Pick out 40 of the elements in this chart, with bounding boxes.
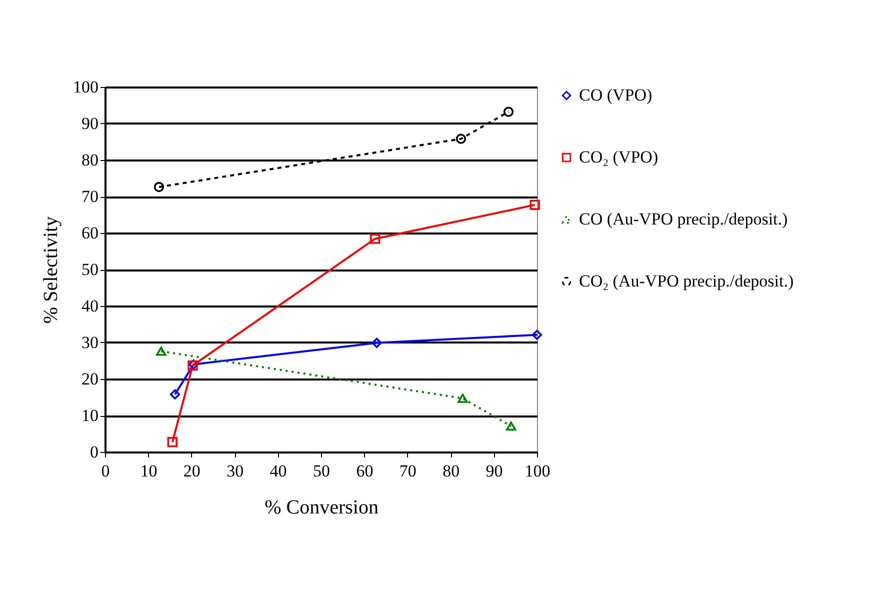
point: [372, 338, 382, 348]
point: [167, 437, 178, 448]
x-axis-title: % Conversion: [264, 496, 378, 518]
y-tick-label: 90: [82, 114, 98, 133]
x-tick-label: 40: [270, 462, 287, 480]
point: [154, 182, 164, 192]
y-tick-label: 40: [82, 296, 98, 316]
x-tick-label: 50: [313, 462, 330, 480]
y-tick-label: 30: [82, 333, 98, 352]
legend-label: CO₂ (Au-VPO precip./deposit.): [579, 272, 794, 290]
y-tick-label: 70: [82, 187, 98, 206]
legend-label: CO (VPO): [579, 86, 652, 104]
point: [456, 134, 466, 144]
point: [506, 422, 516, 431]
x-tick-label: 70: [399, 462, 416, 480]
point: [370, 234, 380, 244]
y-tick-label: 80: [82, 150, 98, 170]
point: [458, 394, 468, 403]
legend-label: CO₂ (VPO): [579, 148, 658, 166]
y-tick-label: 20: [82, 370, 98, 388]
x-tick-label: 100: [524, 462, 550, 480]
y-tick-label: 0: [90, 442, 98, 462]
y-tick-label: 100: [73, 78, 98, 96]
point: [170, 389, 180, 400]
x-tick-label: 60: [356, 462, 374, 480]
point: [530, 200, 540, 210]
y-tick-label: 50: [82, 260, 98, 279]
x-tick-label: 20: [183, 462, 200, 480]
x-tick-label: 10: [140, 462, 158, 480]
x-tick-label: 30: [226, 462, 244, 480]
x-tick-label: 80: [442, 462, 460, 480]
y-axis-title: % Selectivity: [40, 216, 62, 324]
y-tick-label: 10: [82, 406, 98, 425]
point: [156, 346, 166, 356]
x-tick-label: 90: [486, 462, 503, 480]
point: [503, 106, 514, 117]
point: [532, 330, 542, 340]
x-tick-label: 0: [101, 462, 110, 480]
legend-label: CO (Au-VPO precip./deposit.): [579, 210, 788, 228]
y-tick-label: 60: [82, 224, 98, 242]
